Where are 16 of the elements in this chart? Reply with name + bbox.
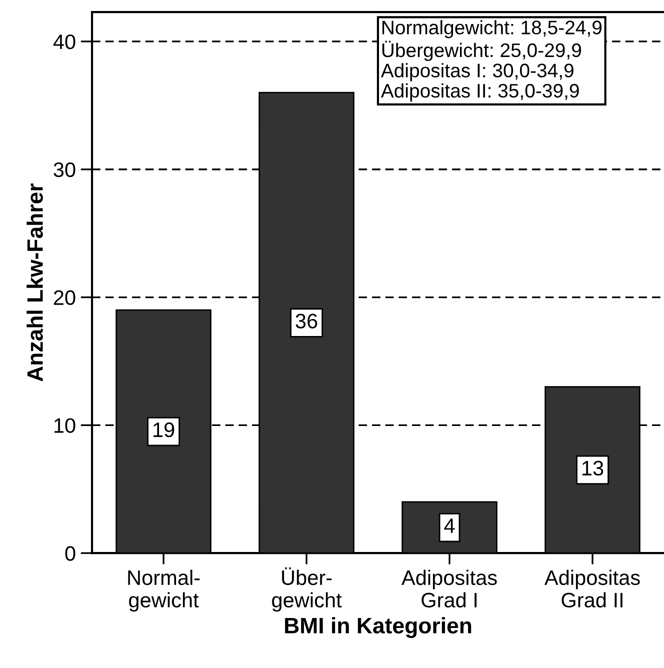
data-label: 19 <box>154 422 174 438</box>
x-tick-label: Adipositas Grad II <box>544 570 640 608</box>
y-tick-label: 40 <box>53 34 76 50</box>
x-tick-label: Über- gewicht <box>272 567 342 612</box>
y-tick-label: 20 <box>54 290 76 306</box>
x-tick-label: Adipositas Grad I <box>401 570 497 608</box>
y-tick-label: 10 <box>54 418 76 433</box>
data-label: 36 <box>296 314 318 328</box>
annotation: Normalgewicht: 18,5-24,9 Übergewicht: 25,0-29,9 Adipositas I: 30,0-34,9 Adipositas II: 35,0-39,9 <box>380 20 602 102</box>
x-tick-label: Normal- gewicht <box>128 570 200 612</box>
y-tick-label: 30 <box>54 162 76 178</box>
y-tick-label: 0 <box>65 546 76 561</box>
y-axis-title: Anzahl Lkw-Fahrer <box>26 183 43 382</box>
data-label: 13 <box>582 460 604 476</box>
x-axis-title: BMI in Kategorien <box>285 617 472 638</box>
data-label: 4 <box>444 518 455 533</box>
